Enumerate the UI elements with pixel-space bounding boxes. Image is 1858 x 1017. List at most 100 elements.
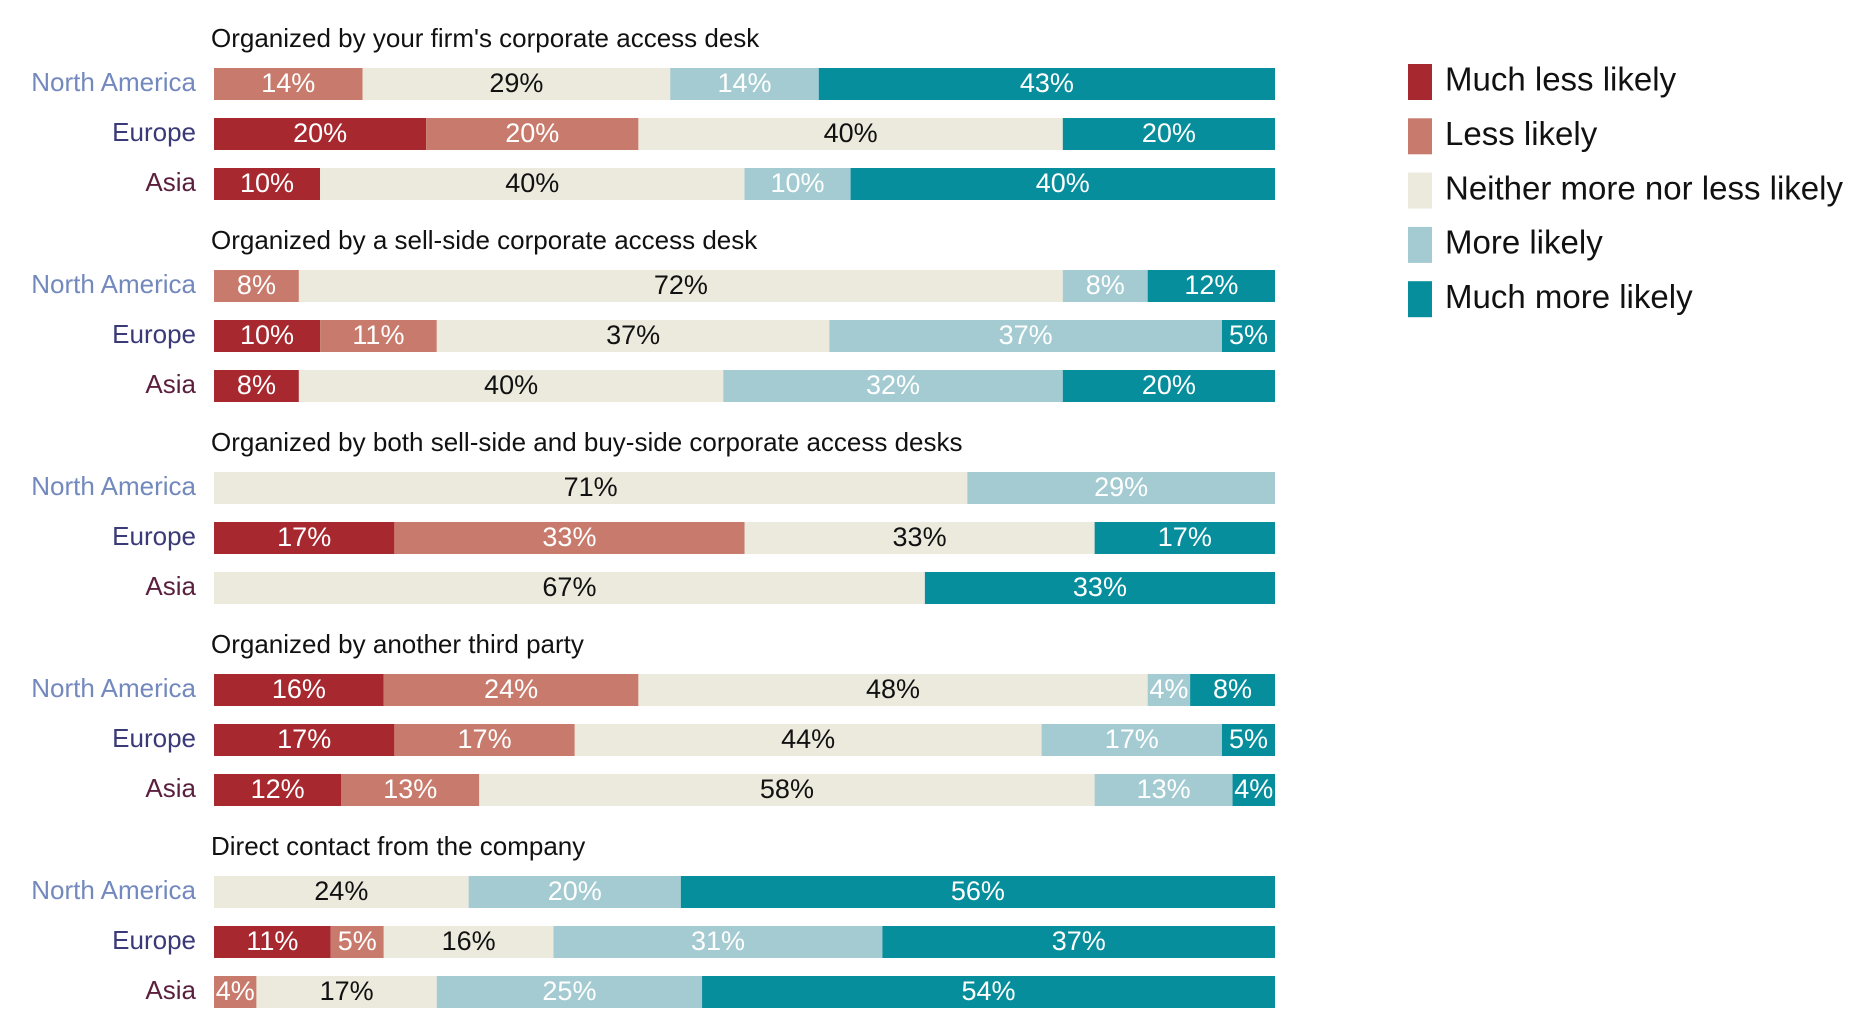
bar-segment xyxy=(680,876,1275,908)
bar-segment xyxy=(214,724,395,756)
value-label: 72% xyxy=(654,270,708,300)
bar-segment xyxy=(341,774,480,806)
bar-segment xyxy=(298,370,724,402)
value-label: 20% xyxy=(1142,118,1196,148)
bar-segment xyxy=(214,68,363,100)
value-label: 8% xyxy=(1213,674,1252,704)
value-label: 16% xyxy=(272,674,326,704)
bar-segment xyxy=(744,168,851,200)
bar-segment xyxy=(214,976,257,1008)
bar-segment xyxy=(1062,118,1275,150)
value-label: 67% xyxy=(542,572,596,602)
bar-segment xyxy=(723,370,1063,402)
value-label: 37% xyxy=(606,320,660,350)
category-label: Europe xyxy=(112,925,196,955)
bar-segment xyxy=(214,320,321,352)
value-label: 17% xyxy=(277,522,331,552)
value-label: 4% xyxy=(1149,674,1188,704)
panel-title: Organized by both sell-side and buy-side… xyxy=(211,427,963,457)
value-label: 17% xyxy=(1105,724,1159,754)
value-label: 4% xyxy=(1234,774,1273,804)
bar-segment xyxy=(214,674,384,706)
value-label: 43% xyxy=(1020,68,1074,98)
value-label: 11% xyxy=(246,926,298,956)
bar-segment xyxy=(1221,320,1275,352)
value-label: 40% xyxy=(824,118,878,148)
bar-segment xyxy=(850,168,1275,200)
bar-segment xyxy=(744,522,1095,554)
value-label: 10% xyxy=(240,168,294,198)
bar-segment xyxy=(214,572,925,604)
value-label: 32% xyxy=(866,370,920,400)
bar-segment xyxy=(394,522,745,554)
bar-segment xyxy=(436,976,703,1008)
value-label: 24% xyxy=(314,876,368,906)
value-label: 17% xyxy=(1158,522,1212,552)
bar-segment xyxy=(214,472,968,504)
value-label: 40% xyxy=(505,168,559,198)
value-label: 40% xyxy=(1036,168,1090,198)
category-label: Asia xyxy=(145,369,196,399)
value-label: 10% xyxy=(240,320,294,350)
bar-segment xyxy=(214,876,469,908)
bar-segment xyxy=(829,320,1222,352)
value-label: 12% xyxy=(251,774,305,804)
bar-segment xyxy=(702,976,1275,1008)
value-label: 37% xyxy=(999,320,1053,350)
bar-segment xyxy=(1041,724,1222,756)
legend-swatch xyxy=(1408,64,1432,100)
legend-swatch xyxy=(1408,226,1432,263)
value-label: 33% xyxy=(1073,572,1127,602)
value-label: 14% xyxy=(717,68,771,98)
category-label: Asia xyxy=(145,571,196,601)
bar-segment xyxy=(818,68,1275,100)
value-label: 33% xyxy=(542,522,596,552)
category-label: North America xyxy=(31,875,196,905)
bar-segment xyxy=(362,68,671,100)
legend-swatch xyxy=(1408,281,1432,318)
bar-segment xyxy=(214,774,342,806)
bar-segment xyxy=(298,270,1063,302)
bar-segment xyxy=(320,168,745,200)
value-label: 10% xyxy=(771,168,825,198)
bar-segment xyxy=(924,572,1275,604)
value-label: 5% xyxy=(1229,320,1268,350)
bar-segment xyxy=(383,674,639,706)
value-label: 71% xyxy=(564,472,618,502)
value-label: 12% xyxy=(1184,270,1238,300)
value-label: 8% xyxy=(1086,270,1125,300)
value-label: 20% xyxy=(1142,370,1196,400)
value-label: 48% xyxy=(866,674,920,704)
value-label: 5% xyxy=(1229,724,1268,754)
bar-segment xyxy=(426,118,639,150)
bar-segment xyxy=(1221,724,1275,756)
category-label: North America xyxy=(31,673,196,703)
value-label: 8% xyxy=(237,270,276,300)
value-label: 44% xyxy=(781,724,835,754)
bar-segment xyxy=(1062,370,1275,402)
value-label: 20% xyxy=(505,118,559,148)
bar-segment xyxy=(320,320,437,352)
value-label: 17% xyxy=(458,724,512,754)
bar-segment xyxy=(638,118,1063,150)
legend-label: Much more likely xyxy=(1445,278,1693,315)
bar-segment xyxy=(967,472,1275,504)
value-label: 54% xyxy=(962,976,1016,1006)
category-label: North America xyxy=(31,67,196,97)
bar-segment xyxy=(214,370,299,402)
bar-segment xyxy=(1062,270,1148,302)
category-label: Europe xyxy=(112,319,196,349)
panel-title: Organized by a sell-side corporate acces… xyxy=(211,225,758,255)
bar-segment xyxy=(330,926,384,958)
bar-segment xyxy=(553,926,883,958)
category-label: North America xyxy=(31,471,196,501)
panel-title: Direct contact from the company xyxy=(211,831,585,861)
bar-segment xyxy=(436,320,830,352)
bar-segment xyxy=(214,168,321,200)
value-label: 16% xyxy=(442,926,496,956)
bar-segment xyxy=(214,926,331,958)
panel-title: Organized by your firm's corporate acces… xyxy=(211,23,760,53)
legend-label: More likely xyxy=(1445,224,1603,261)
value-label: 29% xyxy=(1094,472,1148,502)
